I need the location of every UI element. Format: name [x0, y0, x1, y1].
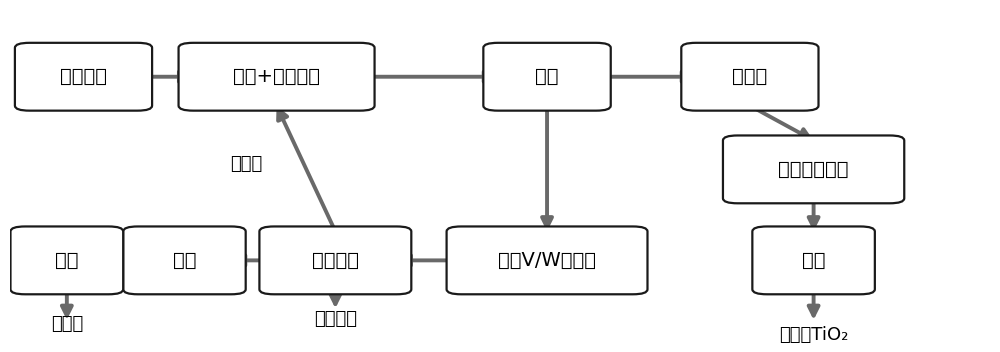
- Text: 偏钒酸盐: 偏钒酸盐: [314, 310, 357, 328]
- FancyBboxPatch shape: [752, 226, 875, 294]
- Text: 过滤: 过滤: [173, 251, 196, 270]
- FancyBboxPatch shape: [723, 136, 904, 203]
- FancyBboxPatch shape: [259, 226, 411, 294]
- Text: 钨酸盐: 钨酸盐: [51, 315, 83, 333]
- Text: 加热+搅拌碱浸: 加热+搅拌碱浸: [233, 67, 320, 86]
- Text: 锐钛矿TiO₂: 锐钛矿TiO₂: [779, 326, 848, 344]
- Text: 废催化剂: 废催化剂: [60, 67, 107, 86]
- FancyBboxPatch shape: [15, 43, 152, 111]
- FancyBboxPatch shape: [179, 43, 375, 111]
- FancyBboxPatch shape: [123, 226, 246, 294]
- Text: 高碱液: 高碱液: [231, 156, 263, 174]
- Text: 离子交换: 离子交换: [312, 251, 359, 270]
- FancyBboxPatch shape: [10, 226, 123, 294]
- Text: 过滤: 过滤: [535, 67, 559, 86]
- FancyBboxPatch shape: [447, 226, 647, 294]
- Text: 焙烧: 焙烧: [802, 251, 825, 270]
- Text: 粗钛渣: 粗钛渣: [732, 67, 768, 86]
- FancyBboxPatch shape: [681, 43, 818, 111]
- Text: 富含V/W的溶液: 富含V/W的溶液: [498, 251, 596, 270]
- Text: 解吸: 解吸: [55, 251, 79, 270]
- Text: 硫酸酸化提纯: 硫酸酸化提纯: [778, 160, 849, 179]
- FancyBboxPatch shape: [483, 43, 611, 111]
